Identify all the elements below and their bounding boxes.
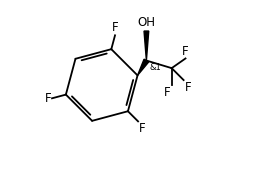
Polygon shape: [137, 59, 149, 75]
Text: F: F: [139, 122, 145, 135]
Text: F: F: [44, 92, 51, 105]
Text: F: F: [184, 81, 191, 94]
Text: &1: &1: [149, 63, 161, 72]
Text: F: F: [182, 45, 189, 58]
Text: OH: OH: [137, 16, 155, 29]
Text: F: F: [112, 21, 118, 35]
Polygon shape: [144, 31, 149, 61]
Text: F: F: [164, 86, 171, 99]
